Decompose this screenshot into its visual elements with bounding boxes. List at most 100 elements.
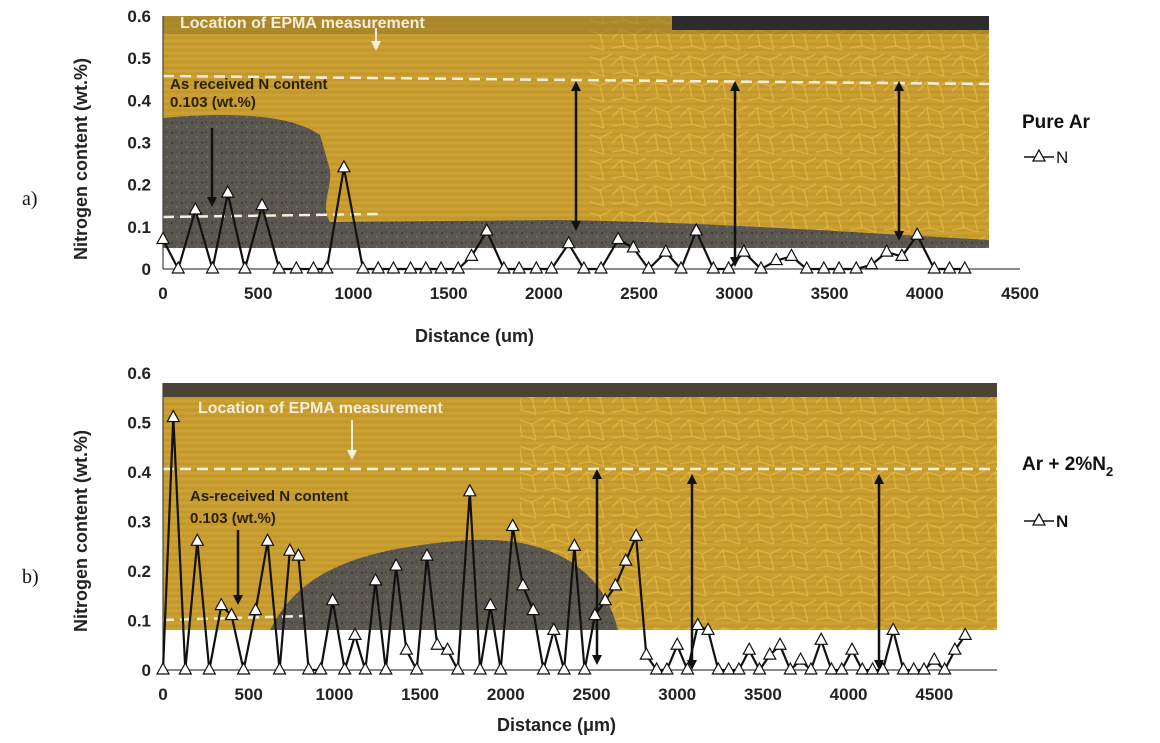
panel-a-x-tick-label: 1000 (335, 284, 373, 303)
panel-b-series-n (155, 409, 973, 675)
panel-a-data-point (529, 260, 544, 274)
panel-a-data-point (689, 222, 704, 236)
panel-b-data-point (690, 617, 705, 631)
panel-a-y-tick-label: 0.2 (127, 176, 151, 195)
panel-a-data-point (464, 248, 479, 261)
panel-b-data-point (742, 641, 757, 655)
panel-a-as-received-line (162, 212, 381, 219)
panel-b-data-point (347, 627, 362, 640)
panel-a-data-point (957, 260, 972, 274)
panel-b-data-point (875, 661, 890, 675)
panel-a-epma-line (162, 74, 990, 86)
panel-b-ticks: 0 500 1000 1500 2000 2500 3000 3500 4000 4500 0 0.1… (127, 364, 953, 704)
panel-b-legend-triangle-icon (1031, 512, 1047, 526)
panel-b-data-point (598, 592, 613, 606)
panel-a-data-point (418, 260, 433, 274)
panel-b-as-received-value: 0.103 (wt.%) (190, 510, 276, 527)
panel-b-data-point (618, 552, 633, 566)
panel-a-data-point (769, 252, 784, 266)
panel-b-data-point (337, 661, 352, 675)
panel-b-data-point (389, 557, 404, 571)
panel-a-data-point (658, 243, 673, 257)
panel-b-data-point (896, 661, 911, 675)
panel-a-data-point (319, 260, 334, 274)
panel-b-data-point (462, 483, 477, 497)
panel-a-data-point (721, 260, 736, 274)
panel-b-x-tick-label: 2500 (573, 685, 611, 704)
panel-a-data-point (155, 231, 171, 245)
panel-b-data-point (680, 661, 695, 675)
panel-b-legend-title-subscript: 2 (1106, 464, 1113, 479)
panel-a-data-point (626, 239, 641, 253)
panel-a-data-point (910, 227, 925, 240)
panel-b-data-point (670, 636, 685, 650)
panel-b-data-point (557, 661, 572, 675)
panel-a-data-point (403, 260, 418, 274)
panel-b-label: b) (22, 566, 39, 588)
panel-b-chart: b) Location of EPMA measurement As-recei… (22, 364, 1113, 735)
panel-b-data-point (483, 597, 498, 611)
panel-b-data-point (358, 661, 373, 675)
panel-b-data-point (855, 661, 870, 675)
panel-b-data-point (515, 577, 530, 591)
panel-b-data-point (711, 661, 726, 675)
panel-b-y-tick-label: 0.6 (127, 364, 151, 383)
panel-b-x-tick-label: 2000 (487, 685, 525, 704)
panel-a-data-point (355, 260, 370, 274)
panel-a-data-point (641, 260, 656, 274)
panel-a-data-point (879, 243, 894, 257)
panel-a-epma-label: Location of EPMA measurement (180, 15, 425, 32)
panel-a-data-point (544, 260, 559, 274)
panel-b-data-point (639, 646, 654, 660)
panel-a-data-point (188, 201, 203, 215)
panel-a-x-tick-label: 4500 (1001, 284, 1039, 303)
panel-b-data-point (224, 607, 239, 621)
panel-b-data-point (419, 547, 434, 561)
panel-b-data-point (450, 661, 465, 675)
panel-b-data-point (473, 661, 488, 675)
panel-b-legend-title: Ar + 2%N2 (1022, 454, 1113, 479)
panel-b-x-tick-label: 4500 (915, 685, 953, 704)
panel-a-data-point (205, 260, 220, 274)
panel-b-y-tick-label: 0.2 (127, 562, 151, 581)
panel-b-data-point (629, 528, 644, 541)
panel-b-x-tick-label: 3500 (744, 685, 782, 704)
panel-b-data-point (649, 661, 664, 675)
panel-a-y-tick-label: 0.5 (127, 49, 151, 68)
panel-b-data-point (301, 661, 316, 675)
panel-b-data-point (721, 661, 736, 675)
panel-b-data-point (546, 622, 561, 635)
panel-a-x-axis-title: Distance (um) (415, 326, 534, 346)
panel-b-data-point (824, 661, 839, 675)
panel-a-x-tick-label: 3500 (811, 284, 849, 303)
panel-b-data-point (178, 661, 193, 675)
panel-a-ticks: 0 500 1000 1500 2000 2500 3000 3500 4000 4500 0 0.1… (127, 7, 1039, 303)
panel-b-data-point (166, 409, 181, 423)
panel-b-data-point (783, 661, 798, 675)
panel-a-data-point (706, 260, 721, 274)
panel-a-data-point (371, 260, 386, 274)
panel-b-data-point (282, 542, 297, 556)
panel-a-y-tick-label: 0 (142, 260, 151, 279)
panel-b-data-point (731, 661, 746, 675)
panel-b-data-point (325, 592, 340, 606)
panel-b-y-axis-title: Nitrogen content (wt.%) (71, 430, 91, 632)
panel-a-data-point (434, 260, 449, 274)
panel-a-data-point (255, 197, 270, 211)
panel-a-data-point (451, 260, 466, 274)
panel-b-data-point (248, 602, 263, 616)
panel-b-micrograph (163, 383, 997, 630)
panel-b-data-point (291, 547, 306, 561)
panel-a-data-point (336, 159, 351, 173)
panel-a-data-point (272, 260, 287, 274)
panel-b-data-point (526, 602, 541, 616)
panel-a-data-point (673, 260, 689, 274)
panel-b-data-point (260, 533, 275, 546)
panel-b-data-point (577, 661, 592, 675)
panel-b-data-point (536, 661, 551, 675)
panel-a-data-point (576, 260, 591, 274)
panel-a-x-tick-label: 0 (158, 284, 167, 303)
panel-b-data-point (608, 577, 623, 591)
panel-b-data-point (440, 641, 455, 655)
